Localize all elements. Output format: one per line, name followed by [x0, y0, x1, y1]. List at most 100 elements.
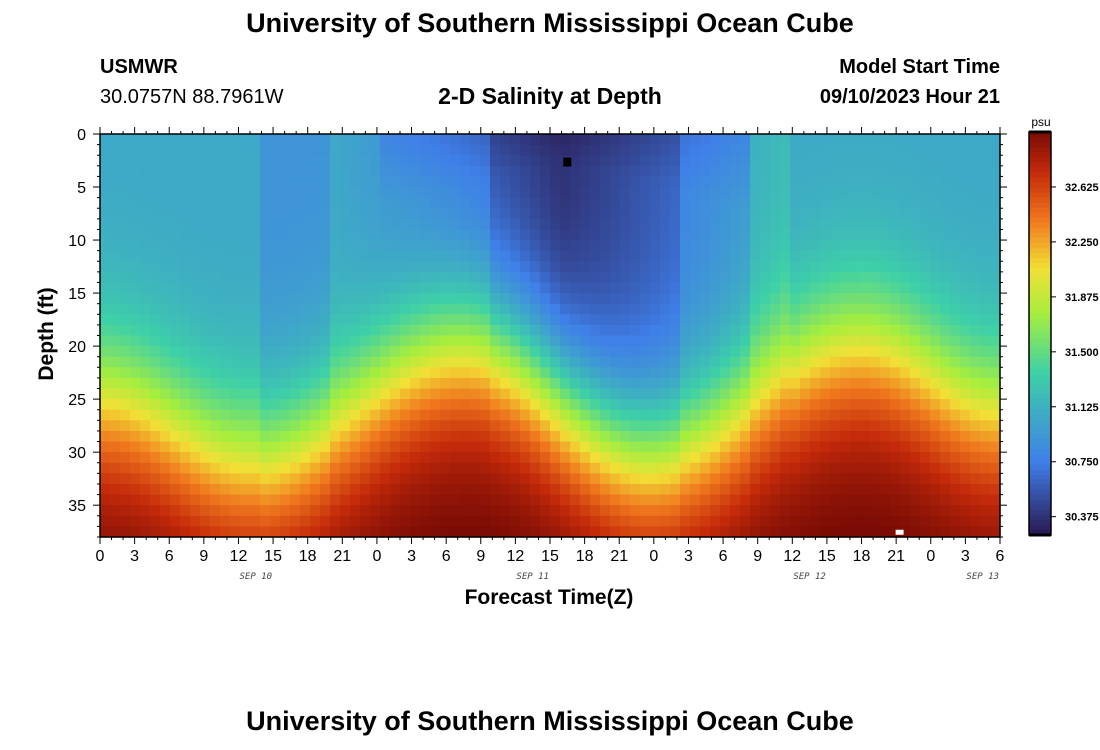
heatmap-cell: [940, 176, 951, 188]
heatmap-cell: [320, 165, 331, 178]
heatmap-cell: [100, 155, 111, 167]
heatmap-cell: [810, 473, 821, 485]
heatmap-cell: [890, 303, 901, 315]
heatmap-cell: [110, 165, 121, 178]
heatmap-cell: [510, 367, 521, 379]
heatmap-cell: [190, 134, 201, 146]
heatmap-cell: [350, 229, 361, 241]
heatmap-cell: [660, 473, 671, 485]
x-tick-label: 21: [333, 548, 351, 565]
heatmap-cell: [240, 452, 251, 464]
heatmap-cell: [830, 218, 841, 231]
heatmap-cell: [720, 515, 731, 527]
heatmap-cell: [670, 346, 681, 358]
heatmap-cell: [270, 494, 281, 506]
heatmap-cell: [300, 494, 311, 506]
heatmap-cell: [500, 526, 511, 538]
heatmap-cell: [460, 314, 471, 326]
heatmap-cell: [140, 144, 151, 156]
heatmap-cell: [590, 452, 601, 464]
heatmap-cell: [830, 282, 841, 294]
heatmap-cell: [480, 240, 491, 252]
heatmap-cell: [840, 462, 851, 474]
heatmap-cell: [370, 218, 381, 231]
heatmap-cell: [800, 335, 811, 347]
colorbar-swatch: [1029, 293, 1051, 299]
x-tick-label: 18: [299, 548, 317, 565]
heatmap-cell: [660, 165, 671, 178]
heatmap-cell: [730, 218, 741, 231]
heatmap-cell: [270, 462, 281, 474]
heatmap-cell: [340, 155, 351, 167]
heatmap-cell: [290, 314, 301, 326]
heatmap-cell: [580, 144, 591, 156]
heatmap-cell: [420, 261, 431, 273]
heatmap-cell: [860, 197, 871, 209]
heatmap-cell: [790, 324, 801, 337]
heatmap-cell: [390, 250, 401, 262]
heatmap-cell: [340, 452, 351, 464]
heatmap-cell: [480, 250, 491, 262]
heatmap-cell: [190, 324, 201, 337]
heatmap-cell: [730, 452, 741, 464]
heatmap-cell: [160, 218, 171, 231]
heatmap-cell: [180, 462, 191, 474]
heatmap-cell: [820, 261, 831, 273]
heatmap-cell: [850, 314, 861, 326]
heatmap-cell: [550, 462, 561, 474]
heatmap-cell: [530, 473, 541, 485]
heatmap-cell: [960, 452, 971, 464]
heatmap-cell: [900, 187, 911, 199]
heatmap-cell: [340, 377, 351, 390]
heatmap-cell: [910, 176, 921, 188]
heatmap-cell: [790, 282, 801, 294]
heatmap-cell: [750, 282, 761, 294]
heatmap-cell: [880, 515, 891, 527]
heatmap-cell: [330, 229, 341, 241]
heatmap-cell: [570, 261, 581, 273]
heatmap-cell: [840, 367, 851, 379]
heatmap-cell: [830, 505, 841, 517]
heatmap-cell: [260, 388, 271, 400]
heatmap-cell: [930, 218, 941, 231]
heatmap-cell: [430, 346, 441, 358]
heatmap-cell: [310, 399, 321, 411]
heatmap-cell: [700, 462, 711, 474]
heatmap-cell: [580, 165, 591, 178]
heatmap-cell: [670, 187, 681, 199]
heatmap-cell: [690, 441, 701, 453]
heatmap-cell: [440, 420, 451, 432]
heatmap-cell: [730, 346, 741, 358]
heatmap-cell: [120, 282, 131, 294]
heatmap-cell: [420, 494, 431, 506]
heatmap-cell: [650, 187, 661, 199]
heatmap-cell: [870, 187, 881, 199]
heatmap-cell: [140, 187, 151, 199]
heatmap-cell: [430, 452, 441, 464]
heatmap-cell: [570, 388, 581, 400]
heatmap-cell: [430, 293, 441, 305]
heatmap-cell: [760, 473, 771, 485]
heatmap-cell: [400, 505, 411, 517]
heatmap-cell: [200, 494, 211, 506]
heatmap-cell: [650, 335, 661, 347]
heatmap-cell: [510, 261, 521, 273]
heatmap-cell: [240, 187, 251, 199]
heatmap-cell: [940, 399, 951, 411]
heatmap-cell: [740, 303, 751, 315]
heatmap-cell: [820, 356, 831, 368]
heatmap-cell: [170, 176, 181, 188]
heatmap-cell: [690, 187, 701, 199]
heatmap-cell: [170, 430, 181, 443]
heatmap-cell: [350, 165, 361, 178]
heatmap-cell: [790, 409, 801, 421]
heatmap-cell: [250, 483, 261, 496]
heatmap-cell: [770, 377, 781, 390]
heatmap-cell: [470, 218, 481, 231]
heatmap-cell: [820, 282, 831, 294]
heatmap-cell: [770, 250, 781, 262]
heatmap-cell: [790, 505, 801, 517]
heatmap-cell: [870, 155, 881, 167]
heatmap-cell: [900, 134, 911, 146]
heatmap-cell: [380, 430, 391, 443]
